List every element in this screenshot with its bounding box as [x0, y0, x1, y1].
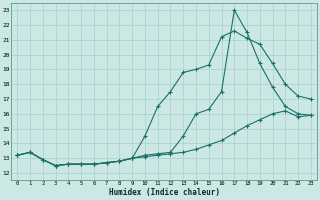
X-axis label: Humidex (Indice chaleur): Humidex (Indice chaleur) — [108, 188, 220, 197]
